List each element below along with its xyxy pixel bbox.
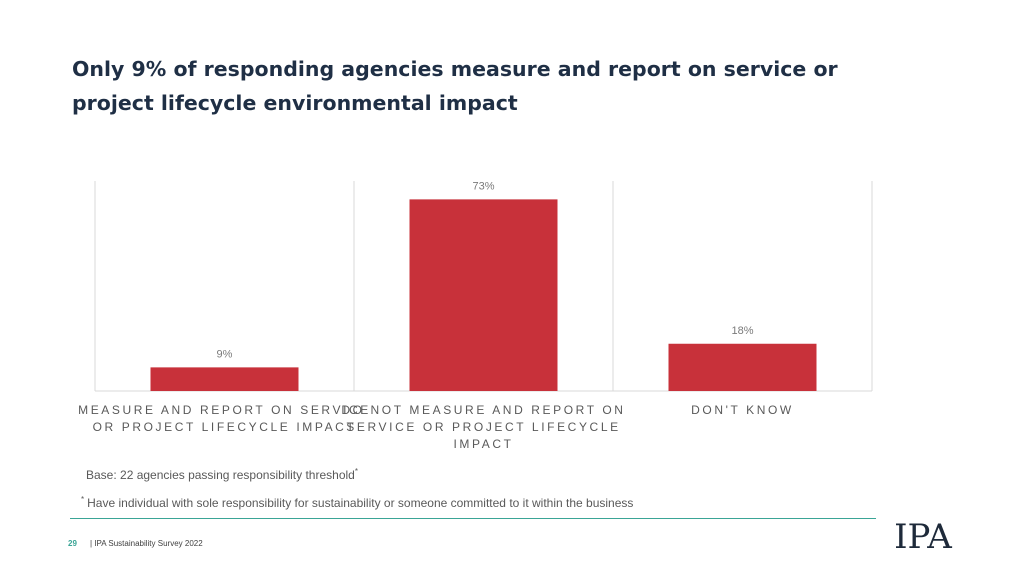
page-number: 29 [68,539,77,548]
data-label-1: 9% [217,348,233,360]
base-note-text: Base: 22 agencies passing responsibility… [86,468,355,482]
category-label-1-line-2: OR PROJECT LIFECYCLE IMPACT [93,420,357,434]
ipa-logo: IPA [894,517,952,556]
bar-2 [409,199,558,391]
data-label-3: 18% [731,325,753,337]
category-label-3-line-1: DON'T KNOW [691,403,794,417]
category-label-2-line-3: IMPACT [453,437,513,451]
chart-category-labels: MEASURE AND REPORT ON SERVICE OR PROJECT … [78,403,794,451]
chart-bars [150,199,817,391]
footnote-text: Have individual with sole responsibility… [87,496,634,510]
ipa-logo-text: IPA [894,517,952,556]
footnote-mark: * [81,495,85,504]
base-note-mark: * [354,467,358,476]
data-label-2: 73% [472,180,494,192]
footer-divider [70,518,876,519]
category-label-1-line-1: MEASURE AND REPORT ON SERVICE [78,403,371,417]
base-note: Base: 22 agencies passing responsibility… [86,467,358,482]
category-label-2-line-2: SERVICE OR PROJECT LIFECYCLE [346,420,620,434]
bar-1 [150,367,299,391]
chart-value-labels: 9% 73% 18% [217,180,754,360]
bar-chart: 9% 73% 18% MEASURE AND REPORT ON SERVICE OR… [78,180,873,451]
footer-text: | IPA Sustainability Survey 2022 [90,539,203,548]
footnote: * Have individual with sole responsibilit… [81,495,633,510]
page-title: Only 9% of responding agencies measure a… [72,57,838,115]
category-label-2-line-1: DO NOT MEASURE AND REPORT ON [341,403,625,417]
bar-3 [668,343,817,391]
